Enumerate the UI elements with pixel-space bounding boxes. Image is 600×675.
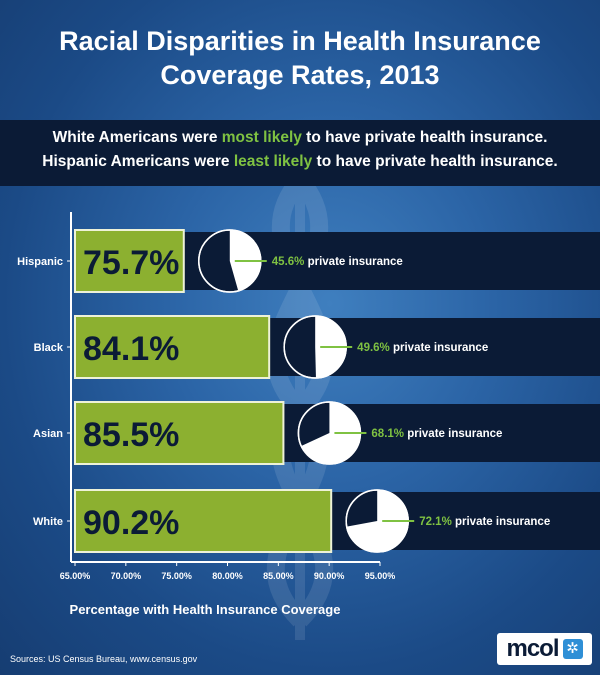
title-line-2: Coverage Rates, 2013 [160,60,440,90]
coverage-bar [74,229,185,293]
x-tick-label: 75.00% [161,571,192,581]
x-tick-label: 65.00% [60,571,91,581]
y-tick-label: Asian [33,428,63,440]
x-tick-label: 70.00% [111,571,142,581]
y-tick-label: Black [34,342,64,354]
sources-note: Sources: US Census Bureau, www.census.go… [10,654,198,664]
subtitle-line-1: White Americans were most likely to have… [0,129,600,147]
mcol-logo: mcol ✲ [497,633,592,665]
bar-value-label: 85.5% [83,416,179,454]
subtitle-2-post: to have private health insurance. [312,153,558,170]
subtitle-line-2: Hispanic Americans were least likely to … [0,153,600,171]
logo-text: mcol [506,635,559,662]
pie-slice-private [346,490,409,552]
coverage-bar [74,401,285,465]
private-insurance-label: 72.1% private insurance [419,516,550,528]
private-insurance-label: 49.6% private insurance [357,342,488,354]
logo-mark-icon: ✲ [562,639,583,659]
private-insurance-label: 45.6% private insurance [272,256,403,268]
bar-value-label: 90.2% [83,504,179,542]
x-tick-label: 85.00% [263,571,294,581]
pie-slice-private [301,401,361,464]
subtitle-1-pre: White Americans were [52,129,222,146]
private-insurance-label: 68.1% private insurance [371,428,502,440]
bar-value-label: 84.1% [83,330,179,368]
subtitle-1-post: to have private health insurance. [301,129,548,146]
x-axis-label: Percentage with Health Insurance Coverag… [69,602,341,617]
y-tick-label: White [33,516,63,528]
subtitle-2-pre: Hispanic Americans were [42,153,234,170]
subtitle-2-highlight: least likely [233,153,313,170]
x-tick-label: 80.00% [212,571,243,581]
bar-value-label: 75.7% [83,244,179,282]
coverage-bar [74,315,271,379]
subtitle-band: White Americans were most likely to have… [0,120,600,186]
chart-title: Racial Disparities in Health Insurance C… [0,24,600,92]
title-line-1: Racial Disparities in Health Insurance [59,26,541,56]
x-tick-label: 95.00% [365,571,396,581]
coverage-bar [74,489,333,553]
x-tick-label: 90.00% [314,571,345,581]
subtitle-1-highlight: most likely [221,129,302,146]
y-tick-label: Hispanic [17,256,63,268]
